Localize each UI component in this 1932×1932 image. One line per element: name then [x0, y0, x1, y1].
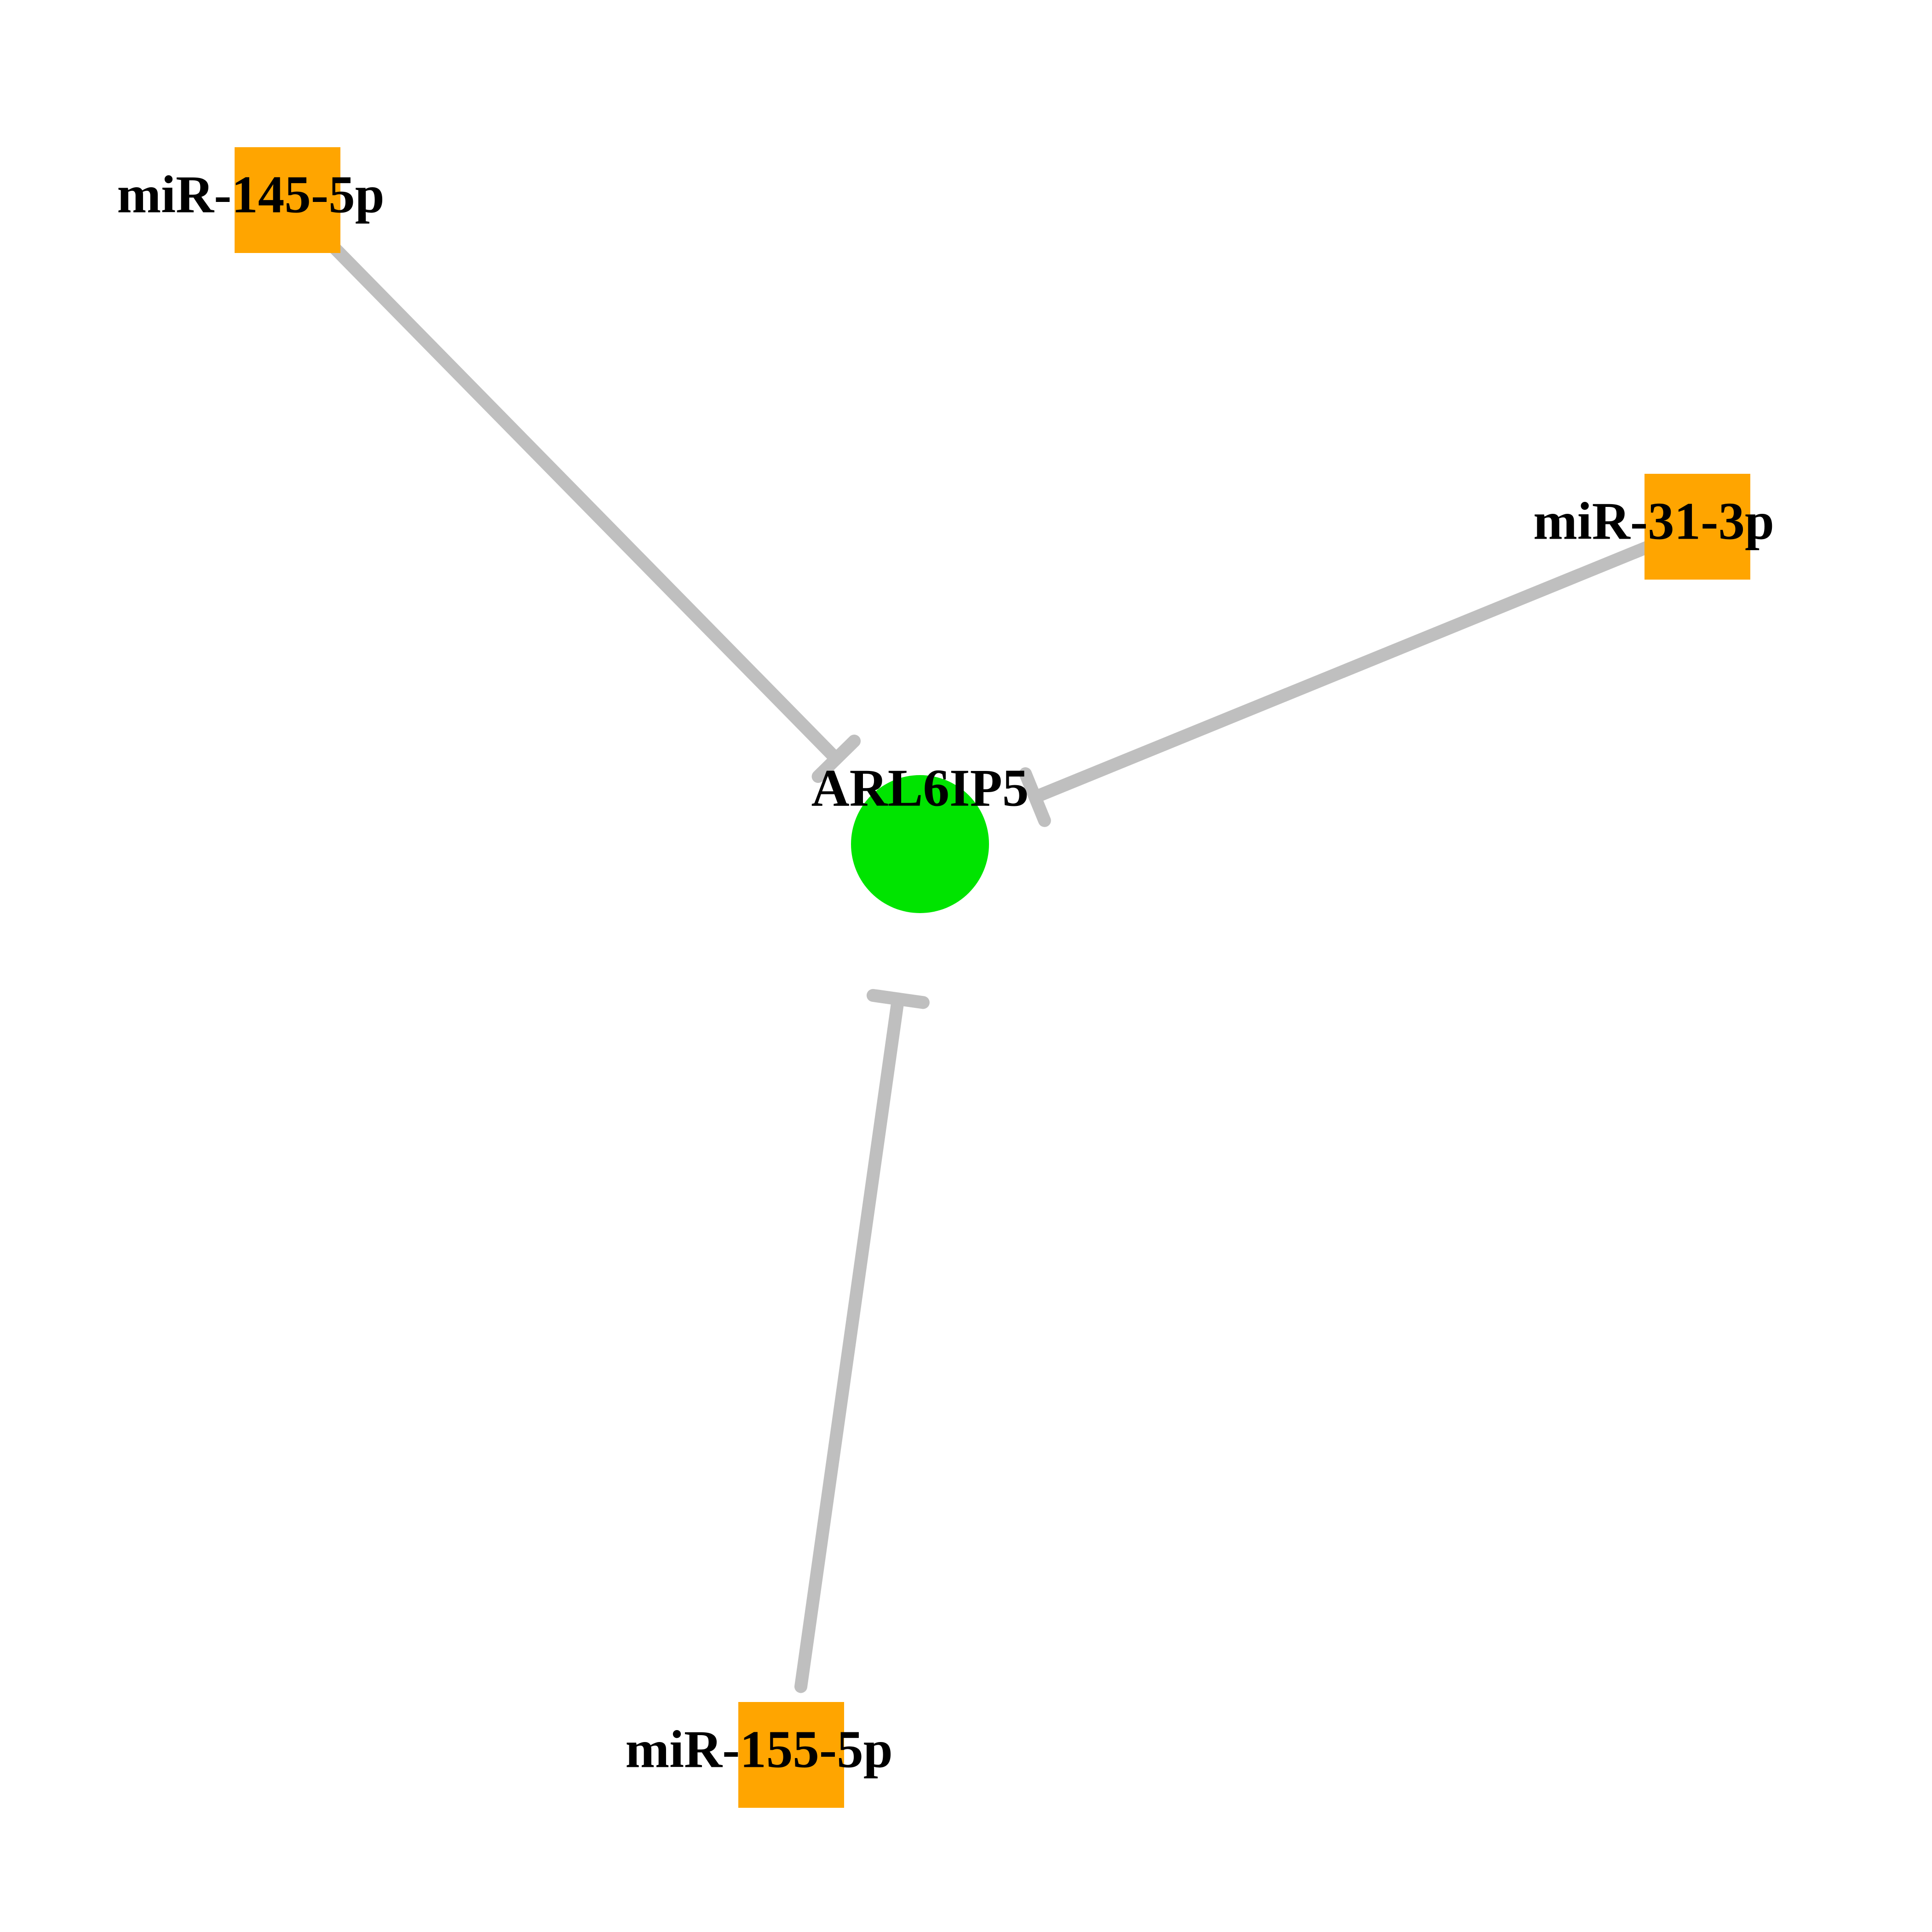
- label-ARL6IP5: ARL6IP5: [811, 759, 1029, 817]
- network-diagram: ARL6IP5 miR-145-5p miR-31-3p miR-155-5p: [0, 0, 1932, 1932]
- label-layer: ARL6IP5 miR-145-5p miR-31-3p miR-155-5p: [117, 165, 1774, 1778]
- edge-miR-155-5p: [801, 999, 898, 1687]
- label-miR-31-3p: miR-31-3p: [1533, 492, 1774, 550]
- label-miR-155-5p: miR-155-5p: [625, 1720, 892, 1778]
- label-miR-145-5p: miR-145-5p: [117, 165, 384, 224]
- edge-miR-31-3p: [1035, 546, 1650, 797]
- edge-miR-145-5p: [323, 236, 836, 759]
- edge-layer: [323, 236, 1650, 1686]
- node-layer: [235, 147, 1750, 1808]
- edge-cap-miR-155-5p: [873, 995, 923, 1002]
